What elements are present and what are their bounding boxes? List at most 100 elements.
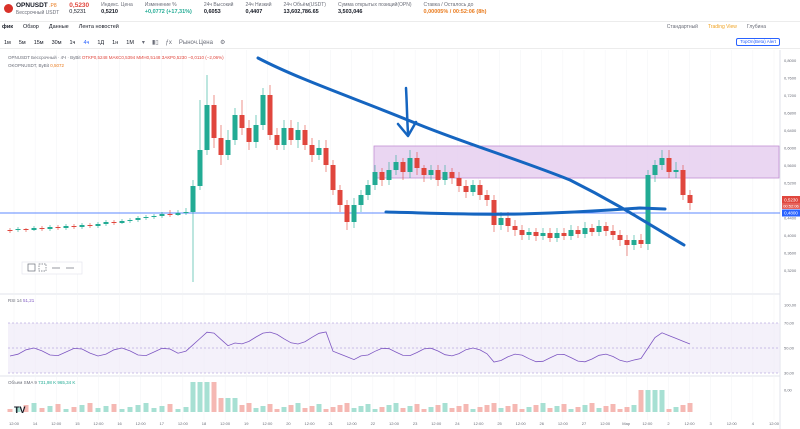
current-price-tag (782, 196, 800, 203)
volume-bar (477, 407, 483, 412)
candle-body (79, 225, 85, 227)
volume-legend: Объем SMA 9 731,98 K 965,34 K (8, 380, 75, 385)
timeframe-3[interactable]: 30м (51, 39, 62, 46)
ticker-stat: 24ч Объём(USDT) 13,602,786.65 (284, 2, 326, 16)
volume-bar (151, 408, 157, 412)
candle-body (365, 185, 371, 195)
candle-type-icon[interactable]: ▮▯ (151, 40, 159, 46)
candle-body (617, 235, 623, 240)
drawing-tools[interactable] (21, 261, 83, 275)
tab-data[interactable]: Данные (48, 24, 69, 30)
volume-bar (183, 407, 189, 412)
timeframe-7[interactable]: 1н (112, 39, 119, 46)
ticker-stat: Индекс. Цена 0,5210 (101, 2, 133, 16)
volume-bar (582, 405, 588, 412)
timeframe-0[interactable]: 1м (4, 39, 11, 46)
volume-bar (428, 407, 434, 412)
price-axis-label: 0,6400 (784, 128, 797, 133)
candle-body (15, 229, 21, 230)
ticker-stat-label: Сумма открытых позиций(OPN) (337, 2, 412, 8)
timeframe-1[interactable]: 5м (18, 39, 26, 46)
volume-bar (95, 408, 101, 412)
time-axis-label: 12:00 (262, 421, 273, 426)
chart-type-tabs: Стандартный Trading View Глубина (657, 24, 766, 30)
tab-tradingview[interactable]: Trading View (707, 24, 737, 30)
price-axis-label: 0,6000 (784, 146, 797, 151)
price-tags: 0,5230 00:52:06 0,4800 (782, 196, 800, 217)
volume-bar (119, 409, 125, 412)
time-axis-label: 3 (710, 421, 713, 426)
resistance-zone[interactable] (373, 145, 780, 179)
volume-bar (624, 407, 630, 412)
tab-standard[interactable]: Стандартный (666, 24, 698, 30)
time-axis-label: 12:00 (305, 421, 316, 426)
candle-body (47, 227, 53, 229)
symbol-block[interactable]: OPNUSDT .P8 Бессрочный USDT (16, 2, 59, 16)
volume-bar (365, 404, 371, 412)
volume-bar (596, 408, 602, 412)
ticker-stat: Ставка / Осталось до 0,00005% / 00:52:06 … (423, 2, 486, 16)
ticker-stat-label: Изменение % (144, 2, 177, 8)
candle-body (323, 148, 329, 165)
alert-button[interactable]: TopOn(Beta) Alert (736, 38, 780, 46)
candle-body (533, 232, 539, 236)
last-price-value: 0,5230 (69, 2, 90, 9)
price-type-selector[interactable]: Рыноч.Цена (178, 39, 213, 46)
candle-body (71, 226, 77, 227)
tab-news[interactable]: Лента новостей (78, 24, 119, 30)
timeframe-5[interactable]: 4ч (83, 39, 90, 46)
time-axis-label: 12:00 (178, 421, 189, 426)
time-axis-label: 15 (75, 421, 80, 426)
timeframe-8[interactable]: 1М (126, 39, 134, 46)
settings-icon[interactable]: ⚙ (219, 40, 226, 46)
tab-depth[interactable]: Глубина (746, 24, 766, 30)
timeframe-4[interactable]: 1ч (69, 39, 76, 46)
tab-chart[interactable]: фик (2, 24, 13, 30)
candle-body (554, 233, 560, 238)
candle-body (435, 170, 441, 180)
price-axis-label: 0,3600 (784, 251, 797, 256)
candle-body (603, 226, 609, 231)
mark-price-value: 0,5231 (69, 9, 87, 15)
dropdown-icon[interactable]: ▾ (141, 40, 145, 46)
ticker-stat-value: 0,00005% / 00:52:06 (8h) (423, 9, 487, 15)
time-axis-label: 23 (413, 421, 418, 426)
volume-bar (652, 390, 658, 412)
rsi-axis-label: 0,00 (784, 388, 793, 393)
candle-body (540, 233, 546, 236)
trendline-annotation[interactable] (256, 56, 686, 247)
candle-body (575, 230, 581, 234)
volume-bar (55, 404, 61, 412)
candle-body (393, 162, 399, 170)
time-axis-label: 12:00 (727, 421, 738, 426)
volume-bar (111, 404, 117, 412)
arrow-annotation[interactable] (404, 86, 410, 135)
volume-bar (568, 409, 574, 412)
symbol-name[interactable]: OPNUSDT (16, 2, 48, 9)
volume-bar (246, 403, 252, 412)
candle-body (225, 140, 231, 155)
time-axis-label: 12:00 (93, 421, 104, 426)
rsi-axis: 100,00 70,00 50,00 30,00 0,00 (784, 303, 797, 393)
support-line-annotation[interactable] (384, 206, 667, 216)
candle-body (127, 220, 133, 221)
candle-body (337, 190, 343, 205)
ticker-stat-label: 24ч Высокий (203, 2, 234, 8)
candle-body (631, 240, 637, 245)
time-axis-label: 2 (667, 421, 670, 426)
ticker-stat: Изменение % +0,0772 (+17,31%) (145, 2, 192, 16)
candle-body (239, 115, 245, 128)
candle-body (344, 205, 350, 222)
tab-overview[interactable]: Обзор (22, 24, 39, 30)
time-axis-label: 12:00 (9, 421, 20, 426)
symbol-subtitle: Бессрочный USDT (16, 10, 60, 16)
candle-body (253, 125, 259, 142)
timeframe-2[interactable]: 15м (33, 39, 44, 46)
indicators-icon[interactable]: ƒx (165, 39, 172, 46)
time-axis-label: 12:00 (516, 421, 527, 426)
candle-body (379, 172, 385, 180)
volume-bar (533, 405, 539, 412)
timeframe-6[interactable]: 1Д (97, 39, 105, 46)
volume-bar (589, 403, 595, 412)
